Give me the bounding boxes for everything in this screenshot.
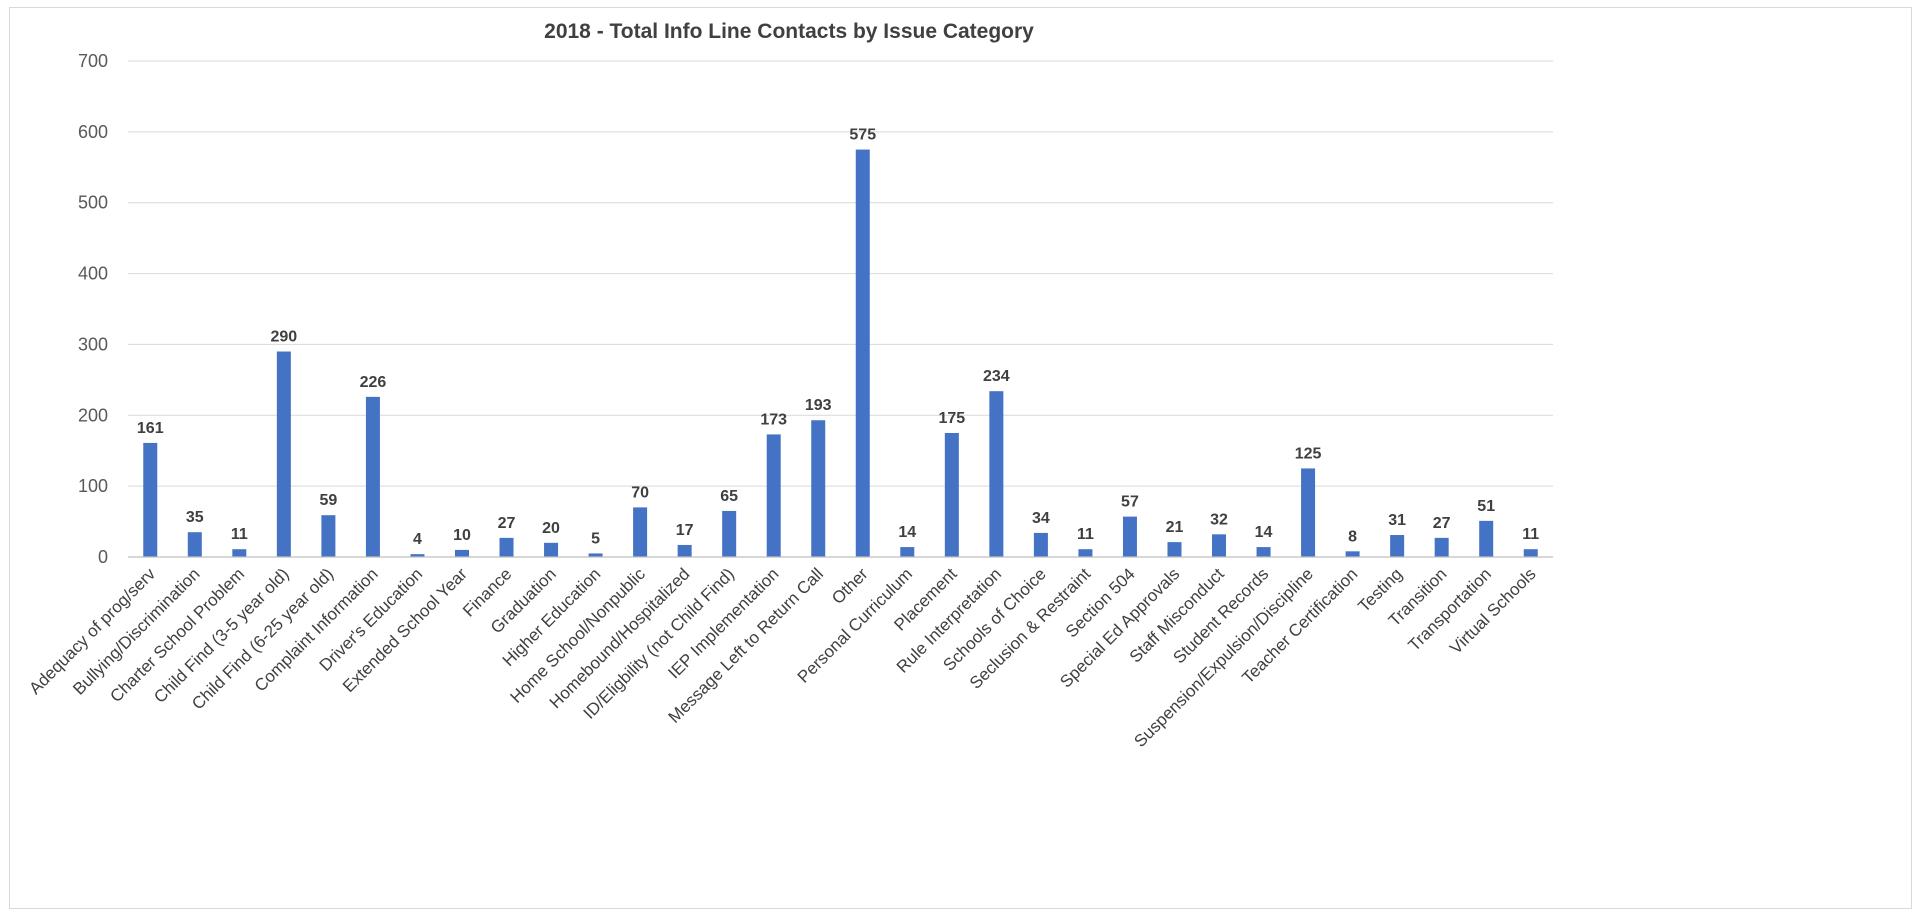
bar — [143, 442, 158, 557]
data-label: 51 — [1477, 498, 1495, 515]
bars — [143, 149, 1538, 558]
data-label: 70 — [631, 484, 649, 501]
bar — [1167, 542, 1182, 557]
gridlines — [128, 60, 1553, 487]
bar — [232, 549, 247, 557]
data-label: 125 — [1295, 445, 1322, 462]
data-label: 31 — [1388, 512, 1406, 529]
bar — [766, 434, 781, 557]
y-tick-label: 200 — [78, 405, 108, 425]
data-label: 14 — [1255, 524, 1273, 541]
data-label: 59 — [319, 492, 337, 509]
data-label: 234 — [983, 368, 1010, 385]
bar — [1122, 516, 1137, 557]
bar — [1434, 537, 1449, 557]
data-label: 11 — [231, 526, 248, 543]
data-label: 14 — [898, 524, 916, 541]
chart-frame — [9, 7, 1912, 909]
y-tick-label: 300 — [78, 334, 108, 354]
data-label: 4 — [413, 531, 422, 548]
data-label: 5 — [591, 530, 600, 547]
bar — [410, 554, 425, 557]
bar — [1256, 547, 1271, 557]
y-tick-label: 400 — [78, 264, 108, 284]
bar — [722, 510, 737, 557]
data-label: 20 — [542, 520, 560, 537]
bar — [454, 549, 469, 557]
bar — [544, 542, 559, 557]
bar — [187, 532, 202, 557]
x-axis-ticks: Adequacy of prog/servBullying/Discrimina… — [25, 564, 1539, 751]
bar — [1078, 549, 1093, 557]
bar — [811, 420, 826, 557]
data-labels: 161 35 11 290 59 226 4 10 27 20 5 70 17 65 173 193 575 14… — [137, 127, 1539, 549]
bar — [1523, 549, 1538, 557]
data-label: 11 — [1522, 526, 1539, 543]
bar — [1301, 468, 1316, 557]
data-label: 226 — [360, 374, 387, 391]
bar — [1033, 532, 1048, 557]
data-label: 17 — [676, 522, 694, 539]
data-label: 65 — [720, 488, 738, 505]
data-label: 27 — [498, 515, 516, 532]
data-label: 173 — [760, 411, 787, 428]
bar — [855, 149, 870, 558]
bar — [365, 396, 380, 557]
bar — [1212, 534, 1227, 557]
bar — [499, 537, 514, 557]
bar — [588, 553, 603, 557]
bar — [677, 544, 692, 557]
data-label: 11 — [1077, 526, 1094, 543]
chart-title: 2018 - Total Info Line Contacts by Issue… — [544, 20, 1034, 43]
data-label: 193 — [805, 397, 832, 414]
data-label: 175 — [938, 410, 965, 427]
data-label: 57 — [1121, 494, 1139, 511]
y-tick-label: 500 — [78, 193, 108, 213]
data-label: 35 — [186, 509, 204, 526]
bar — [1345, 551, 1360, 557]
data-label: 21 — [1166, 519, 1184, 536]
data-label: 10 — [453, 527, 471, 544]
bar — [633, 507, 648, 557]
bar — [944, 433, 959, 557]
bar — [989, 391, 1004, 557]
bar — [276, 351, 291, 557]
data-label: 34 — [1032, 510, 1050, 527]
data-label: 27 — [1433, 515, 1451, 532]
bar — [1479, 520, 1494, 557]
data-label: 32 — [1210, 511, 1228, 528]
y-axis-ticks: 0 100 200 300 400 500 600 700 — [78, 51, 108, 567]
y-tick-label: 0 — [98, 547, 108, 567]
y-tick-label: 600 — [78, 122, 108, 142]
y-tick-label: 700 — [78, 51, 108, 71]
bar — [321, 515, 336, 557]
data-label: 161 — [137, 420, 164, 437]
bar — [900, 547, 915, 557]
data-label: 290 — [271, 329, 298, 346]
data-label: 575 — [849, 127, 876, 144]
bar — [1390, 535, 1405, 557]
data-label: 8 — [1348, 528, 1357, 545]
y-tick-label: 100 — [78, 476, 108, 496]
